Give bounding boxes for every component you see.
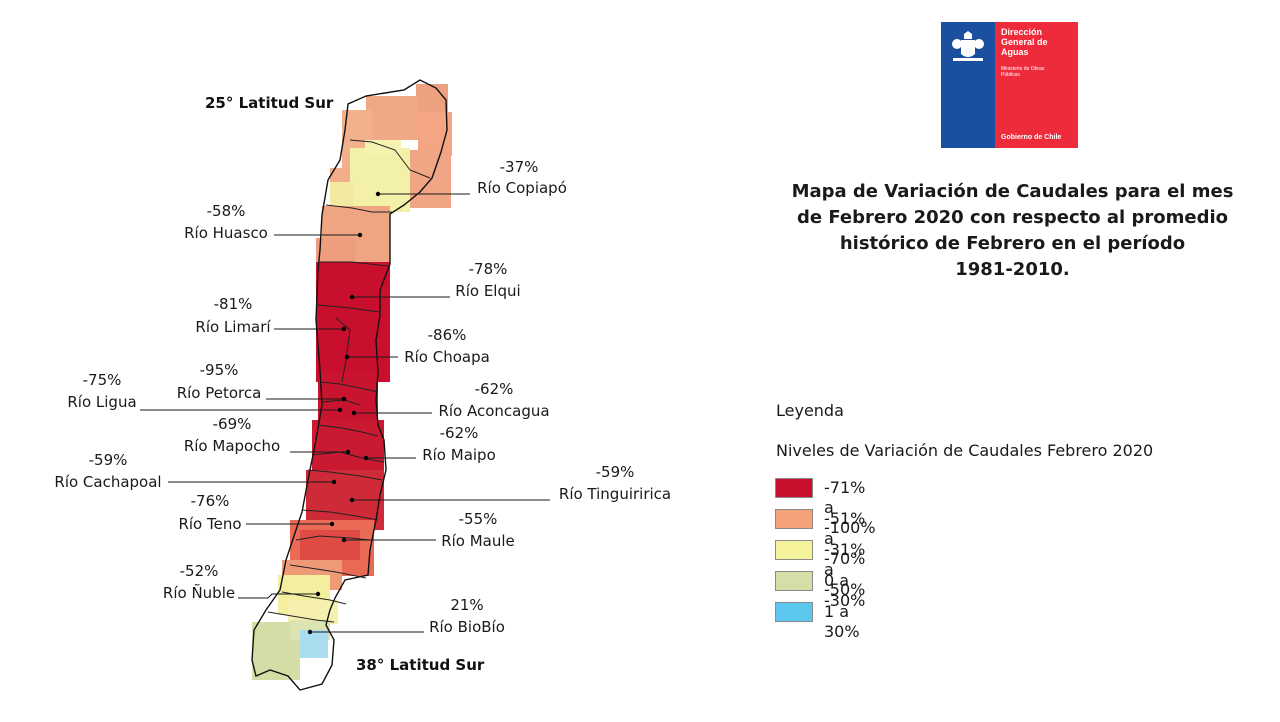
river-value: -95% bbox=[200, 361, 239, 379]
river-value: -81% bbox=[214, 295, 253, 313]
river-value: -86% bbox=[428, 326, 467, 344]
logo-institution: Dirección General de Aguas bbox=[1001, 27, 1048, 57]
logo-government: Gobierno de Chile bbox=[1001, 134, 1062, 141]
river-name: Río BioBío bbox=[429, 618, 505, 636]
logo-red-panel bbox=[995, 22, 1078, 148]
river-value: -52% bbox=[180, 562, 219, 580]
river-value: -78% bbox=[469, 260, 508, 278]
logo-blue-panel bbox=[941, 22, 995, 148]
river-name: Río Mapocho bbox=[184, 437, 280, 455]
river-name: Río Petorca bbox=[177, 384, 262, 402]
river-value: -75% bbox=[83, 371, 122, 389]
south-latitude-label: 38° Latitud Sur bbox=[356, 656, 485, 674]
river-name: Río Tinguiririca bbox=[559, 485, 671, 503]
legend-subtitle: Niveles de Variación de Caudales Febrero… bbox=[776, 441, 1154, 460]
logo-ministry: Ministerio de Obras Públicas bbox=[1001, 66, 1045, 78]
legend-swatch bbox=[775, 478, 813, 498]
legend-swatch bbox=[775, 540, 813, 560]
river-value: -69% bbox=[213, 415, 252, 433]
river-name: Río Ligua bbox=[67, 393, 136, 411]
legend-label: -71% a -100% bbox=[824, 478, 876, 537]
legend-label: -31% a -50% bbox=[824, 540, 866, 599]
river-name: Río Teno bbox=[178, 515, 241, 533]
river-value: -59% bbox=[596, 463, 635, 481]
coat-of-arms-icon bbox=[952, 31, 984, 61]
legend-swatch bbox=[775, 602, 813, 622]
river-value: -62% bbox=[440, 424, 479, 442]
river-value: -58% bbox=[207, 202, 246, 220]
map-title: Mapa de Variación de Caudales para el me… bbox=[791, 181, 1234, 280]
legend-swatch bbox=[775, 509, 813, 529]
legend-label: 0 a -30% bbox=[824, 571, 866, 610]
river-value: -37% bbox=[500, 158, 539, 176]
river-value: -55% bbox=[459, 510, 498, 528]
river-name: Río Cachapoal bbox=[54, 473, 161, 491]
dga-logo: Dirección General de Aguas Ministerio de… bbox=[941, 22, 1078, 148]
legend-label: 1 a 30% bbox=[824, 602, 860, 641]
river-name: Río Maipo bbox=[422, 446, 496, 464]
river-name: Río Choapa bbox=[404, 348, 490, 366]
grid-cells bbox=[252, 84, 452, 680]
chile-outline bbox=[251, 79, 448, 691]
river-name: Río Elqui bbox=[455, 282, 520, 300]
river-name: Río Huasco bbox=[184, 224, 268, 242]
river-labels: -37% Río Copiapó -58% Río Huasco -78% Rí… bbox=[54, 158, 671, 636]
river-points bbox=[307, 191, 381, 635]
river-name: Río Ñuble bbox=[163, 583, 235, 602]
chile-map: 25° Latitud Sur 38° Latitud Sur -37% Río… bbox=[54, 79, 671, 691]
north-latitude-label: 25° Latitud Sur bbox=[205, 94, 334, 112]
leader-lines bbox=[140, 193, 550, 633]
river-value: -59% bbox=[89, 451, 128, 469]
river-name: Río Maule bbox=[441, 532, 515, 550]
river-value: -76% bbox=[191, 492, 230, 510]
legend-heading: Leyenda bbox=[776, 401, 844, 420]
river-name: Río Aconcagua bbox=[438, 402, 549, 420]
river-name: Río Limarí bbox=[195, 318, 271, 336]
river-name: Río Copiapó bbox=[477, 179, 567, 197]
legend-swatch bbox=[775, 571, 813, 591]
river-value: -62% bbox=[475, 380, 514, 398]
legend-label: -51% a -70% bbox=[824, 509, 866, 568]
river-value: 21% bbox=[450, 596, 483, 614]
